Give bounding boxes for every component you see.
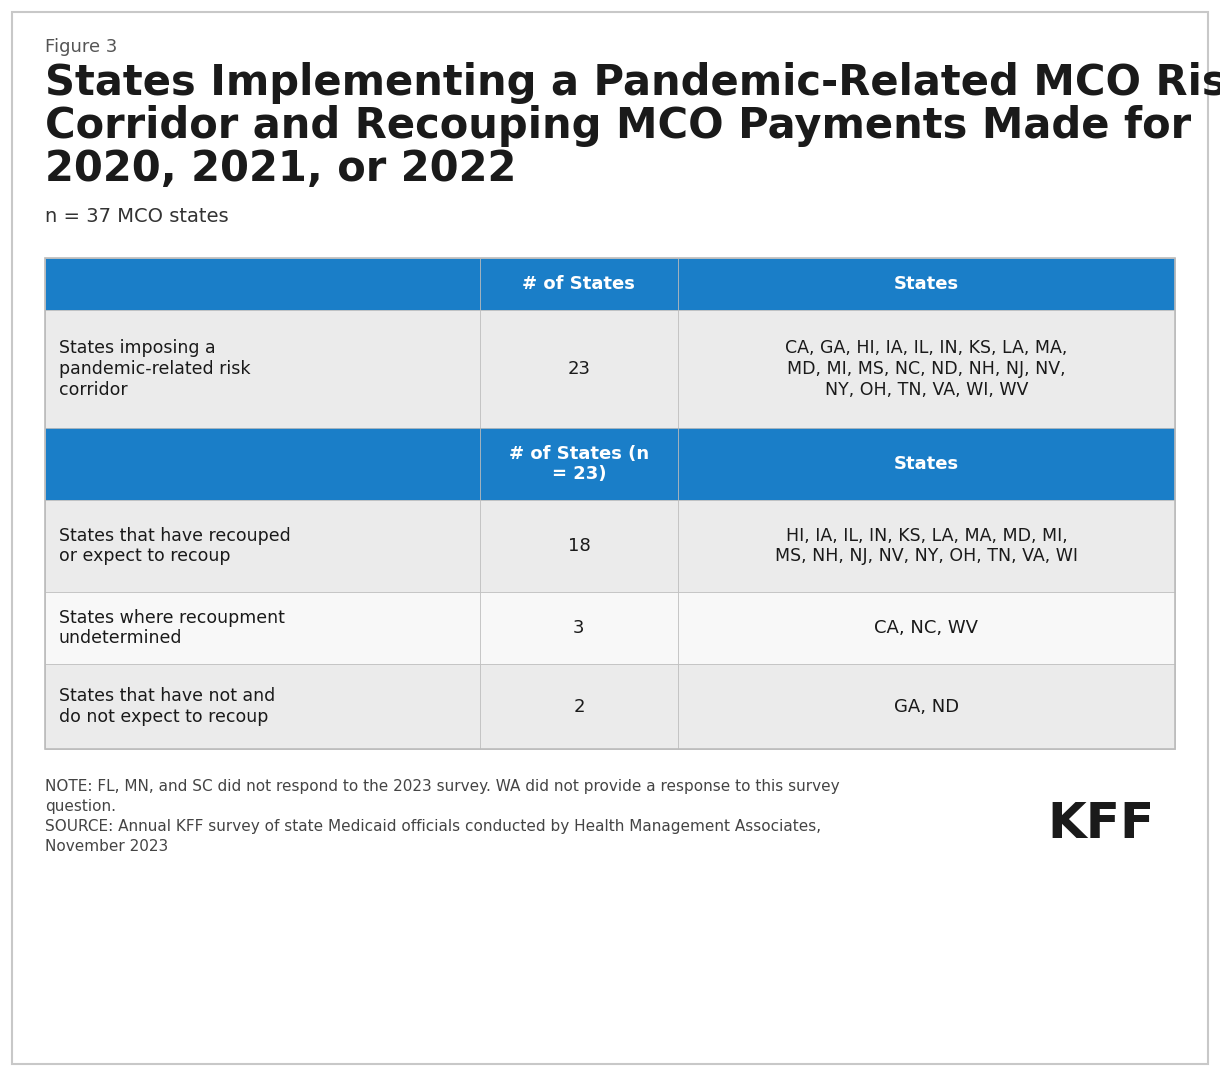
Text: States where recoupment
undetermined: States where recoupment undetermined	[59, 609, 285, 648]
Bar	[45, 258, 479, 310]
Text: 18: 18	[567, 537, 590, 555]
Text: 23: 23	[567, 360, 590, 378]
Text: Corridor and Recouping MCO Payments Made for: Corridor and Recouping MCO Payments Made…	[45, 105, 1191, 147]
Bar	[678, 500, 1175, 592]
Text: States: States	[894, 455, 959, 473]
Text: Figure 3: Figure 3	[45, 38, 117, 56]
Text: KFF: KFF	[1048, 799, 1155, 848]
Bar	[678, 428, 1175, 500]
Text: 3: 3	[573, 619, 584, 637]
Text: 2020, 2021, or 2022: 2020, 2021, or 2022	[45, 148, 516, 190]
Bar	[479, 258, 678, 310]
Text: 2: 2	[573, 697, 584, 716]
Text: SOURCE: Annual KFF survey of state Medicaid officials conducted by Health Manage: SOURCE: Annual KFF survey of state Medic…	[45, 819, 821, 834]
Bar	[479, 428, 678, 500]
Text: States that have recouped
or expect to recoup: States that have recouped or expect to r…	[59, 526, 290, 565]
Bar	[479, 592, 678, 664]
Bar	[45, 592, 479, 664]
Text: HI, IA, IL, IN, KS, LA, MA, MD, MI,
MS, NH, NJ, NV, NY, OH, TN, VA, WI: HI, IA, IL, IN, KS, LA, MA, MD, MI, MS, …	[775, 526, 1078, 565]
Text: # of States (n
= 23): # of States (n = 23)	[509, 444, 649, 483]
Text: November 2023: November 2023	[45, 839, 168, 854]
Text: n = 37 MCO states: n = 37 MCO states	[45, 207, 228, 226]
Bar	[678, 310, 1175, 428]
Bar	[45, 500, 479, 592]
Bar	[45, 258, 1175, 749]
Bar	[45, 428, 479, 500]
Bar	[678, 258, 1175, 310]
Bar	[45, 664, 479, 749]
Bar	[678, 664, 1175, 749]
Text: # of States: # of States	[522, 275, 636, 293]
Bar	[479, 500, 678, 592]
Text: question.: question.	[45, 799, 116, 815]
Text: States that have not and
do not expect to recoup: States that have not and do not expect t…	[59, 688, 276, 726]
Text: CA, GA, HI, IA, IL, IN, KS, LA, MA,
MD, MI, MS, NC, ND, NH, NJ, NV,
NY, OH, TN, : CA, GA, HI, IA, IL, IN, KS, LA, MA, MD, …	[786, 339, 1068, 399]
Text: GA, ND: GA, ND	[894, 697, 959, 716]
Bar	[479, 310, 678, 428]
Text: States: States	[894, 275, 959, 293]
Bar	[45, 310, 479, 428]
Text: States Implementing a Pandemic-Related MCO Risk: States Implementing a Pandemic-Related M…	[45, 62, 1220, 104]
Text: NOTE: FL, MN, and SC did not respond to the 2023 survey. WA did not provide a re: NOTE: FL, MN, and SC did not respond to …	[45, 779, 839, 794]
Bar	[678, 592, 1175, 664]
Text: CA, NC, WV: CA, NC, WV	[875, 619, 978, 637]
Bar	[479, 664, 678, 749]
Text: States imposing a
pandemic-related risk
corridor: States imposing a pandemic-related risk …	[59, 339, 250, 399]
